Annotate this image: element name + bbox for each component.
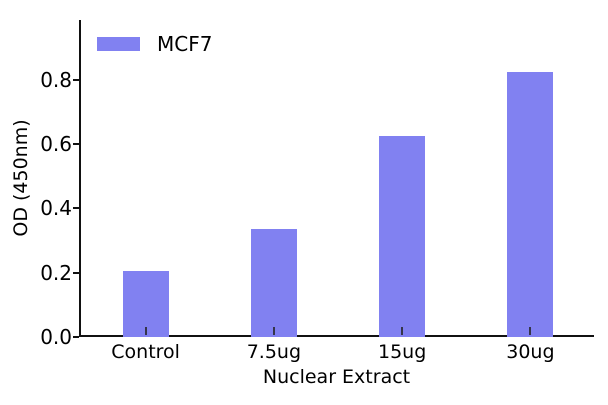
y-tick-label: 0.6 (40, 132, 72, 157)
bar-7-5ug (250, 229, 297, 337)
y-tick-mark (73, 336, 79, 338)
x-tick-label: 15ug (377, 341, 427, 363)
y-axis-title: OD (450nm) (10, 119, 32, 237)
bar-control (122, 271, 169, 337)
y-tick-label: 0.2 (40, 260, 72, 285)
x-tick-label: 30ug (506, 341, 555, 363)
y-axis-line (79, 20, 81, 337)
legend-label: MCF7 (157, 32, 213, 56)
y-tick-label: 0.8 (40, 67, 72, 92)
x-tick-mark (144, 327, 147, 335)
x-tick-label: 7.5ug (246, 341, 302, 363)
y-tick-mark (73, 143, 79, 146)
bar-30ug (507, 71, 554, 337)
x-tick-label: Control (111, 341, 180, 363)
x-tick-mark (529, 327, 532, 335)
bar-15ug (379, 136, 426, 337)
legend: MCF7 (97, 33, 212, 55)
x-axis-title: Nuclear Extract (262, 366, 411, 388)
y-tick-mark (73, 78, 79, 81)
x-axis-line (79, 335, 594, 337)
legend-swatch-icon (97, 37, 140, 51)
y-tick-label: 0.0 (40, 325, 72, 349)
x-tick-mark (401, 327, 404, 335)
y-tick-label: 0.4 (40, 196, 72, 221)
y-tick-mark (73, 207, 79, 210)
x-tick-mark (272, 327, 275, 335)
y-tick-mark (73, 271, 79, 274)
